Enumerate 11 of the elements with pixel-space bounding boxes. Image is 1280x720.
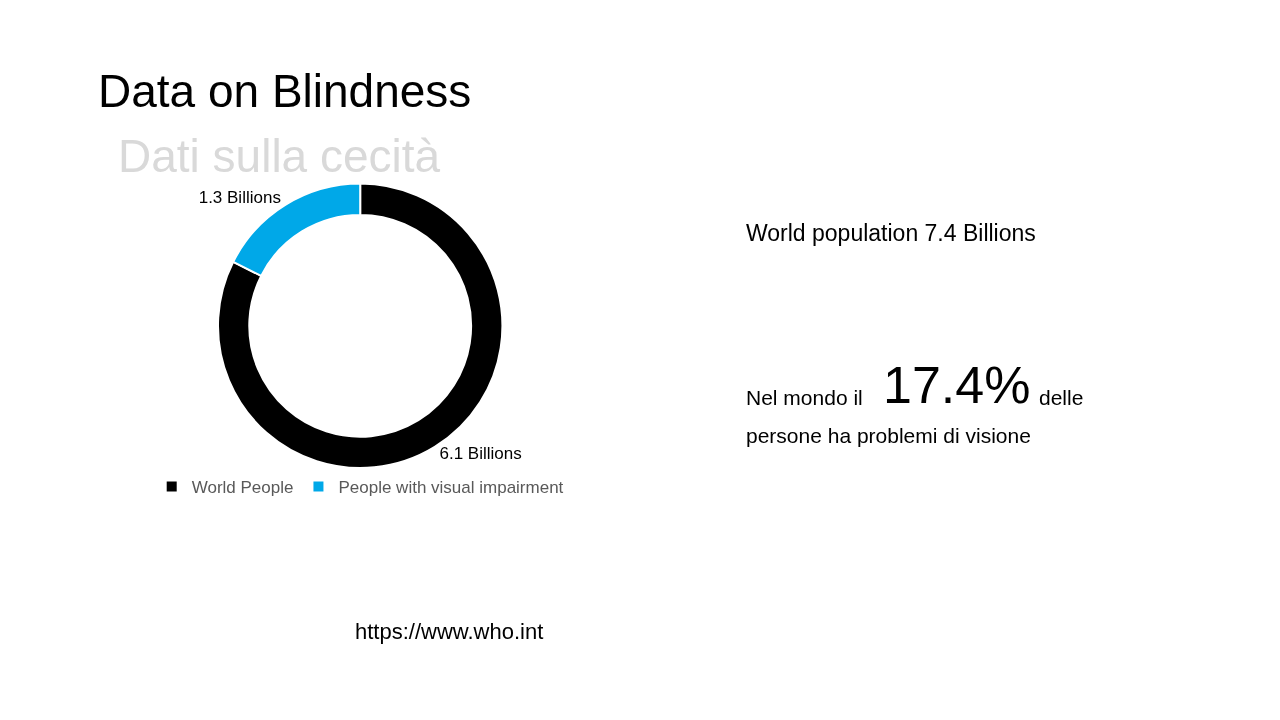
- text: delle: [1039, 386, 1084, 409]
- text: persone ha problemi di visione: [746, 424, 1031, 447]
- text: 17.4%: [883, 356, 1031, 414]
- text: https://www.who.int: [355, 619, 544, 644]
- data-label: 1.3 Billions: [198, 188, 281, 208]
- text: Nel mondo il: [746, 386, 863, 409]
- legend-label: World People: [191, 478, 294, 498]
- legend-label: People with visual impairment: [338, 478, 564, 498]
- text: World population 7.4 Billions: [746, 220, 1036, 246]
- chart-title: Data on Blindness: [98, 65, 472, 118]
- data-label: 6.1 Billions: [439, 444, 522, 464]
